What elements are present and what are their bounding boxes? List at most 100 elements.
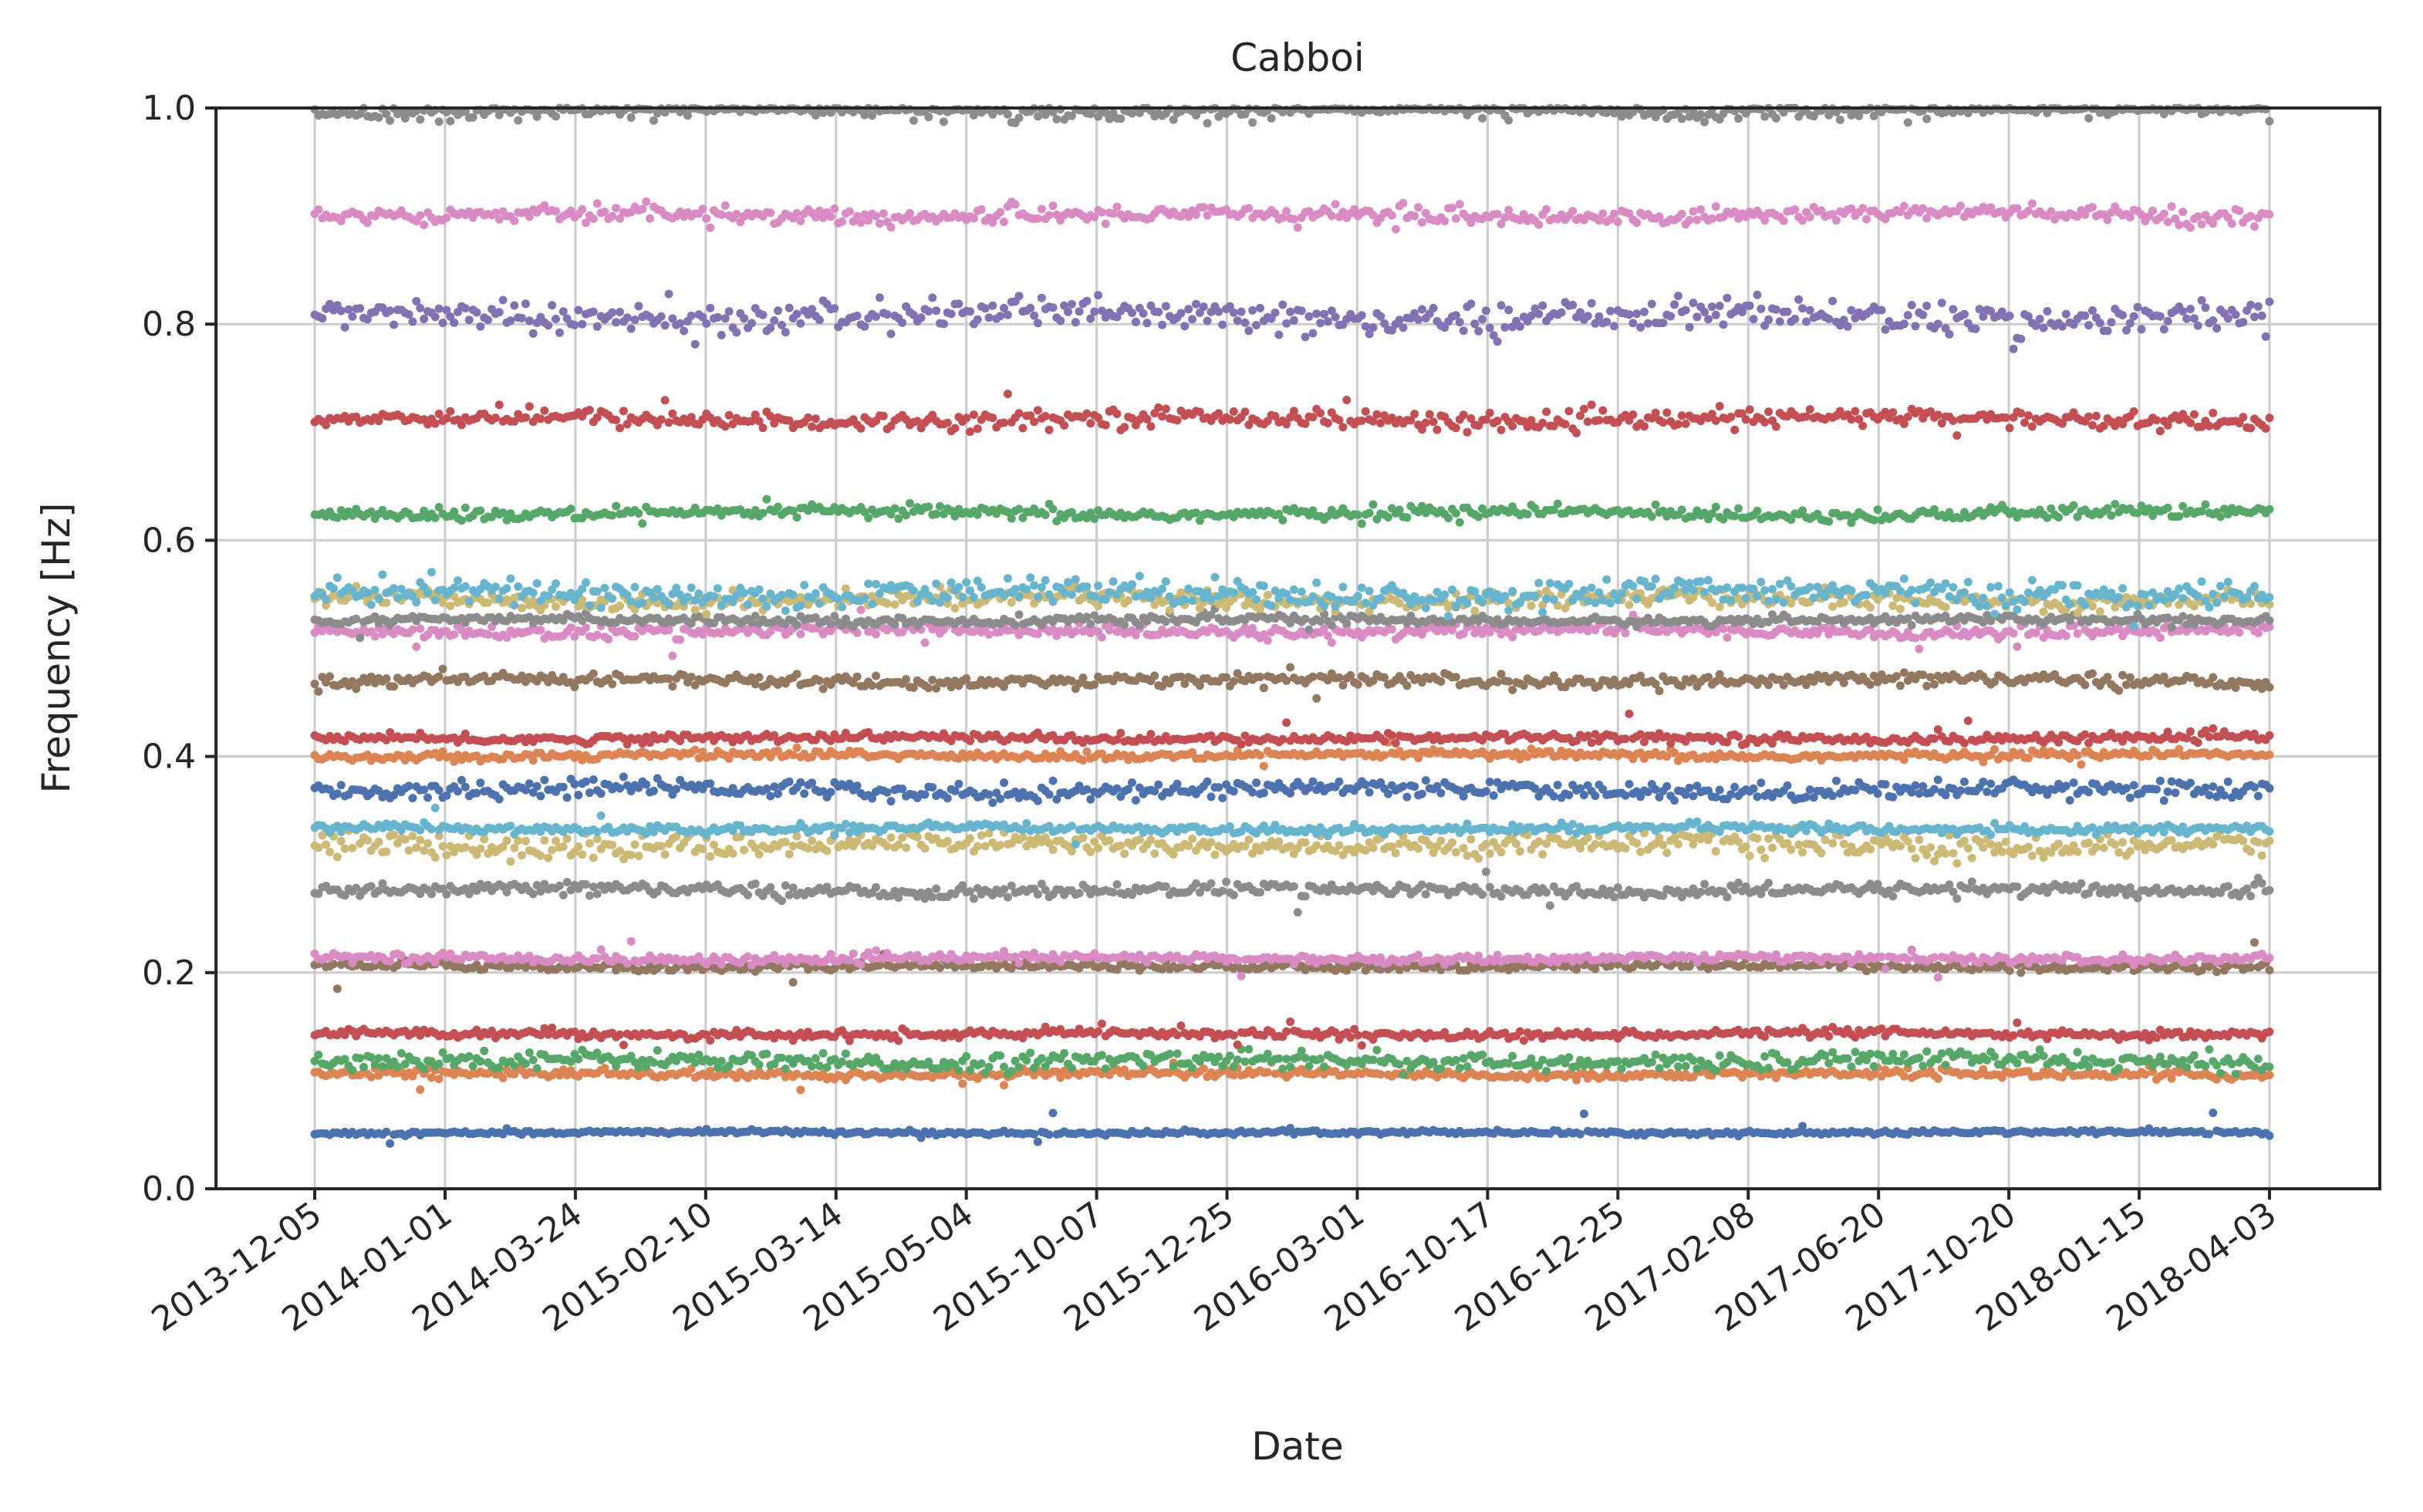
data-point [1289,882,1298,891]
data-point [818,1048,828,1058]
data-point [1071,840,1080,849]
data-point [1512,839,1520,849]
data-point [424,793,432,802]
data-point [1135,835,1144,844]
data-point [397,951,406,960]
data-point [1237,971,1246,980]
data-point [1903,837,1912,846]
data-point [1448,838,1456,847]
data-point [1990,1052,1999,1061]
data-point [973,842,982,851]
data-point [574,791,583,800]
data-point [980,842,990,851]
data-point [506,857,515,866]
data-point [397,1048,406,1058]
data-point [2205,1045,2214,1054]
data-point [1000,885,1008,894]
data-point [525,779,534,788]
data-point [540,775,549,785]
data-point [872,883,880,892]
data-point [1455,1064,1464,1072]
data-point [1240,1057,1250,1066]
data-point [1173,1049,1182,1058]
data-point [420,846,429,855]
data-point [984,790,994,799]
data-point [1033,1137,1042,1146]
data-point [766,791,775,801]
data-point [954,1066,963,1075]
data-point [1105,836,1114,845]
data-point [1131,795,1140,805]
data-point [1692,817,1702,826]
data-point [1508,1051,1517,1061]
data-point [1368,843,1378,852]
data-point [882,788,892,797]
data-point [1689,1056,1698,1065]
data-point [1048,776,1058,785]
data-point [540,835,549,845]
data-point [336,781,346,790]
data-point [1632,839,1642,848]
data-point [1979,843,1988,852]
data-point [1335,777,1344,786]
data-point [868,954,877,964]
data-point [2231,1069,2240,1078]
data-point [2031,1053,2040,1062]
data-point [815,1061,824,1071]
data-point [424,839,432,848]
data-point [1097,1019,1106,1028]
data-point [1112,879,1122,889]
data-point [1866,1049,1875,1058]
data-point [1165,1049,1174,1058]
data-point [1534,837,1544,846]
data-point [1821,835,1830,845]
data-point [1173,1031,1182,1040]
data-point [800,789,809,798]
data-point [1613,883,1622,893]
data-point [600,1064,609,1072]
data-point [626,937,636,946]
data-point [852,781,862,791]
data-point [2027,851,2037,860]
data-point [1278,1065,1287,1073]
data-point [1414,950,1423,960]
data-point [1094,843,1103,852]
data-point [1952,859,1962,868]
data-point [1357,1041,1366,1050]
data-point [1030,1129,1039,1139]
data-point [1655,1064,1664,1073]
data-point [943,836,952,845]
data-point [1764,879,1773,888]
data-point [1659,840,1668,849]
data-point [913,832,922,842]
data-point [2111,840,2120,849]
data-point [1263,1068,1272,1077]
data-point [2054,839,2064,849]
data-point [977,1059,986,1068]
data-point [2133,893,2142,903]
data-point [2265,953,2274,963]
data-point [966,834,974,843]
data-point [2073,847,2082,856]
data-point [785,849,794,859]
data-point [1286,842,1295,851]
data-point [936,964,944,972]
data-point [1274,1054,1284,1063]
data-point [796,1085,805,1095]
data-point [1402,1056,1412,1065]
data-point [468,1061,478,1071]
data-point [1078,833,1088,842]
data-point [596,789,606,798]
data-point [1075,889,1084,898]
data-point [856,960,866,969]
data-point [408,794,417,803]
data-point [988,798,997,807]
data-point [1515,847,1524,856]
data-point [706,1036,715,1045]
data-point [1361,780,1370,789]
data-point [1229,890,1238,899]
data-point [589,853,598,862]
data-point [943,794,952,803]
data-point [672,785,681,794]
